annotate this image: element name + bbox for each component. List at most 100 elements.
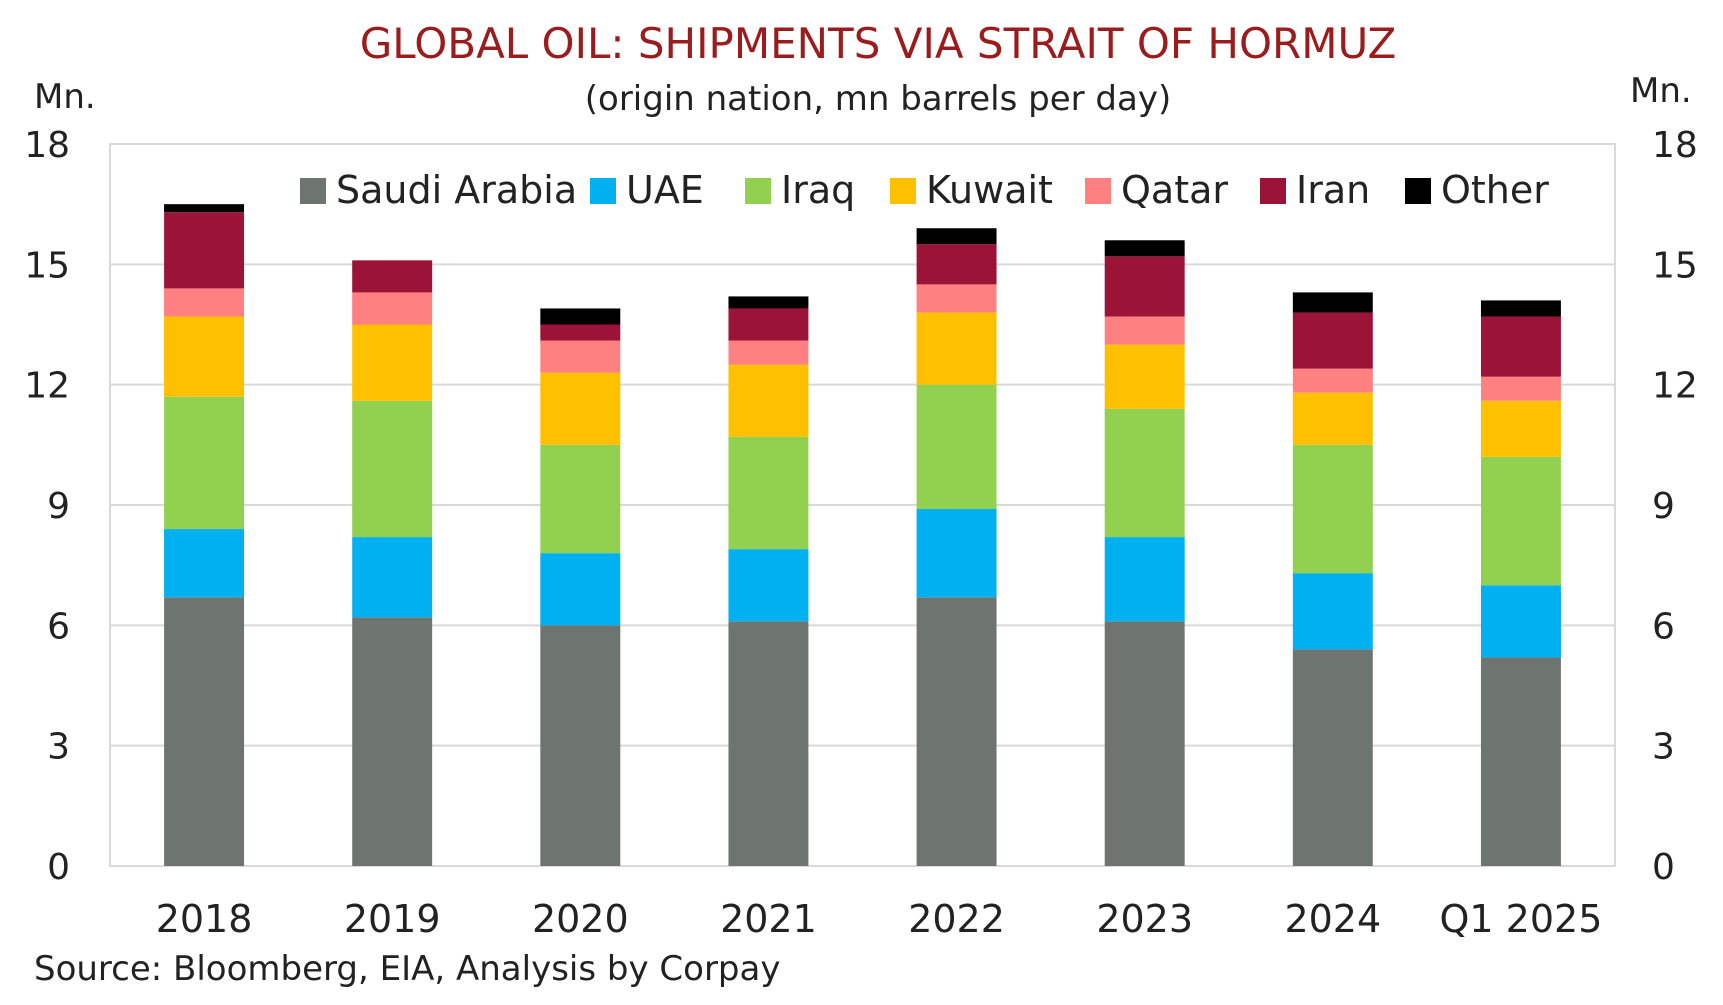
bar-segment	[728, 308, 809, 341]
bar-segment	[164, 316, 245, 397]
y-unit-right: Mn.	[1630, 71, 1692, 111]
bar-segment	[164, 396, 245, 530]
legend-label: Qatar	[1121, 168, 1228, 212]
bars	[164, 204, 1561, 866]
y-tick-label-left: 6	[47, 606, 70, 647]
bar-segment	[164, 212, 245, 289]
bar-segment	[1104, 344, 1185, 409]
y-tick-label-right: 15	[1652, 245, 1698, 286]
bar-segment	[540, 625, 621, 866]
y-tick-label-left: 12	[24, 366, 70, 407]
bar-segment	[164, 288, 245, 317]
y-tick-label-right: 18	[1652, 125, 1698, 166]
bar-segment	[1104, 408, 1185, 538]
bar-segment	[352, 324, 433, 401]
bar-segment	[1104, 316, 1185, 345]
legend-label: Iran	[1296, 168, 1370, 212]
y-unit-left: Mn.	[34, 77, 96, 117]
bar-segment	[1292, 368, 1373, 393]
chart-title: GLOBAL OIL: SHIPMENTS VIA STRAIT OF HORM…	[360, 19, 1397, 68]
bar-segment	[728, 621, 809, 866]
bar-segment	[540, 308, 621, 325]
bar-segment	[540, 324, 621, 341]
bar-segment	[916, 244, 997, 285]
bar-segment	[916, 597, 997, 866]
bar-segment	[164, 597, 245, 866]
bar-segment	[1480, 585, 1561, 658]
bar-segment	[916, 509, 997, 598]
y-tick-label-left: 0	[47, 847, 70, 888]
y-tick-label-right: 6	[1652, 606, 1675, 647]
bar-segment	[164, 529, 245, 598]
bar-segment	[1480, 376, 1561, 401]
chart-subtitle: (origin nation, mn barrels per day)	[585, 79, 1171, 119]
bar-segment	[540, 340, 621, 373]
bar-segment	[1292, 312, 1373, 369]
legend-swatch	[745, 178, 771, 204]
plot-area	[109, 143, 1616, 867]
y-tick-label-left: 9	[47, 486, 70, 527]
bar-segment	[1104, 537, 1185, 622]
gridlines	[110, 143, 1615, 867]
y-tick-label-left: 18	[24, 125, 70, 166]
x-category-label: 2020	[532, 897, 629, 941]
x-category-label: 2019	[344, 897, 441, 941]
bar-segment	[352, 537, 433, 618]
y-tick-label-right: 3	[1652, 727, 1675, 768]
y-ticks-left: 0 3 6 9 12 15 18	[24, 125, 70, 888]
bar-segment	[1292, 649, 1373, 866]
bar-segment	[728, 296, 809, 309]
legend-swatch	[1260, 178, 1286, 204]
x-category-label: 2023	[1096, 897, 1193, 941]
bar-segment	[1292, 573, 1373, 650]
x-category-label: 2022	[908, 897, 1005, 941]
legend-label: UAE	[626, 168, 704, 212]
legend-swatch	[1405, 178, 1431, 204]
y-tick-label-right: 0	[1652, 847, 1675, 888]
bar-segment	[728, 340, 809, 365]
y-tick-label-left: 15	[24, 245, 70, 286]
bar-segment	[352, 260, 433, 293]
bar-segment	[1480, 456, 1561, 586]
bar-segment	[1104, 621, 1185, 866]
bar-segment	[728, 549, 809, 622]
legend-swatch	[300, 178, 326, 204]
bar-segment	[1292, 392, 1373, 445]
bar-segment	[916, 228, 997, 245]
bar-segment	[1104, 256, 1185, 317]
bar-segment	[1480, 300, 1561, 317]
bar-segment	[1480, 316, 1561, 377]
bar-segment	[1292, 292, 1373, 313]
bar-segment	[728, 364, 809, 437]
y-tick-label-right: 9	[1652, 486, 1675, 527]
bar-segment	[540, 444, 621, 554]
x-category-label: Q1 2025	[1440, 897, 1603, 941]
x-category-label: 2024	[1284, 897, 1381, 941]
legend-label: Iraq	[781, 168, 855, 212]
bar-segment	[1104, 240, 1185, 257]
source-note: Source: Bloomberg, EIA, Analysis by Corp…	[34, 949, 780, 989]
legend-swatch	[1085, 178, 1111, 204]
bar-segment	[352, 400, 433, 538]
bar-segment	[540, 372, 621, 445]
y-ticks-right: 0 3 6 9 12 15 18	[1652, 125, 1698, 888]
legend-label: Other	[1441, 168, 1549, 212]
x-categories: 2018 2019 2020 2021 2022 2023 2024 Q1 2025	[156, 897, 1603, 941]
bar-segment	[352, 292, 433, 325]
legend: Saudi Arabia UAE Iraq Kuwait Qatar Iran Other	[300, 168, 1549, 212]
bar-segment	[916, 384, 997, 510]
bar-segment	[164, 204, 245, 213]
y-tick-label-left: 3	[47, 727, 70, 768]
bar-segment	[1292, 444, 1373, 574]
legend-swatch	[890, 178, 916, 204]
legend-label: Kuwait	[926, 168, 1053, 212]
bar-segment	[728, 436, 809, 550]
x-category-label: 2021	[720, 897, 817, 941]
bar-segment	[916, 284, 997, 313]
y-tick-label-right: 12	[1652, 366, 1698, 407]
bar-segment	[540, 553, 621, 626]
bar-segment	[916, 312, 997, 385]
x-category-label: 2018	[156, 897, 253, 941]
bar-segment	[1480, 657, 1561, 866]
